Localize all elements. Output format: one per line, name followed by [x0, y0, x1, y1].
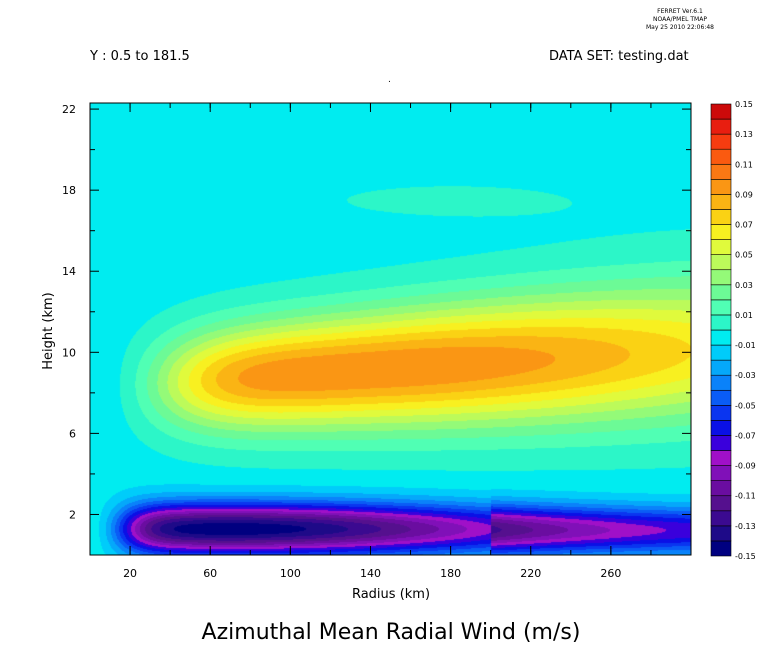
ferret-stamp-line3: May 25 2010 22:06:48 [646, 24, 714, 31]
colorbar-label: 0.11 [735, 160, 753, 169]
colorbar-label: 0.05 [735, 251, 753, 260]
x-tick-label: 20 [123, 567, 137, 580]
colorbar-cell [710, 435, 732, 451]
colorbar-label: -0.03 [735, 371, 756, 380]
y-tick-label: 2 [69, 508, 76, 521]
colorbar-cell [710, 420, 732, 436]
colorbar-cell [710, 299, 732, 316]
x-axis-label: Radius (km) [352, 587, 430, 602]
colorbar-label: -0.09 [735, 462, 756, 471]
colorbar-label: 0.13 [735, 130, 753, 139]
colorbar-label: 0.09 [735, 190, 753, 199]
x-tick-label: 180 [440, 567, 461, 580]
x-tick-label: 100 [280, 567, 301, 580]
y-tick-label: 6 [69, 427, 76, 440]
x-tick-label: 60 [203, 567, 217, 580]
x-tick-label: 220 [520, 567, 541, 580]
colorbar-cell [710, 118, 732, 135]
y-tick-label: 18 [62, 184, 76, 197]
colorbar-cell [710, 163, 732, 180]
colorbar-cell [710, 525, 732, 542]
colorbar-label: 0.03 [735, 281, 753, 290]
colorbar-cell [710, 405, 732, 421]
colorbar-cell [710, 329, 732, 346]
colorbar-label: -0.05 [735, 401, 756, 410]
plot-frame [89, 102, 692, 556]
colorbar-cell [710, 284, 732, 301]
colorbar-cell [710, 495, 732, 512]
colorbar-label: -0.07 [735, 431, 756, 440]
y-tick-label: 14 [62, 265, 76, 278]
y-tick-label: 22 [62, 103, 76, 116]
colorbar-label: -0.11 [735, 492, 756, 501]
colorbar-cell [710, 239, 732, 255]
ferret-stamp-line1: FERRET Ver.6.1 [657, 8, 703, 15]
colorbar-cell [710, 224, 732, 240]
colorbar-cell [710, 209, 732, 225]
colorbar-cell [710, 314, 732, 331]
colorbar-cell [710, 450, 732, 466]
x-tick-label: 140 [360, 567, 381, 580]
y-axis-label: Height (km) [41, 292, 56, 369]
colorbar-cell [710, 269, 732, 286]
colorbar-cell [710, 148, 732, 165]
colorbar-label: -0.13 [735, 522, 756, 531]
chart-title: Azimuthal Mean Radial Wind (m/s) [202, 620, 581, 645]
colorbar-label: -0.01 [735, 341, 756, 350]
dataset-label: DATA SET: testing.dat [549, 49, 689, 64]
axis-ticks: 20 60 100 140 180 220 260 2 6 10 14 18 22 [62, 103, 692, 580]
heatmap-field [90, 103, 691, 555]
colorbar-cell [710, 194, 732, 210]
ferret-stamp-line2: NOAA/PMEL TMAP [653, 16, 707, 23]
colorbar-cell [710, 359, 732, 376]
colorbar-cell [710, 540, 732, 557]
center-dot: . [388, 75, 391, 85]
colorbar-label: 0.15 [735, 100, 753, 109]
y-range-label: Y : 0.5 to 181.5 [89, 49, 190, 64]
colorbar-cell [710, 510, 732, 527]
colorbar: 0.15 0.13 0.11 0.09 0.07 0.05 0.03 0.01 -0.01 -0.… [710, 100, 756, 561]
colorbar-cell [710, 103, 732, 120]
colorbar-cell [710, 389, 732, 406]
colorbar-cell [710, 374, 732, 391]
colorbar-label: 0.01 [735, 311, 753, 320]
colorbar-cell [710, 254, 732, 271]
x-tick-label: 260 [600, 567, 621, 580]
y-tick-label: 10 [62, 346, 76, 359]
colorbar-cell [710, 480, 732, 497]
colorbar-label: 0.07 [735, 221, 753, 230]
colorbar-label: -0.15 [735, 552, 756, 561]
colorbar-cell [710, 465, 732, 481]
colorbar-cell [710, 344, 732, 361]
colorbar-cell [710, 179, 732, 195]
colorbar-cell [710, 133, 732, 150]
